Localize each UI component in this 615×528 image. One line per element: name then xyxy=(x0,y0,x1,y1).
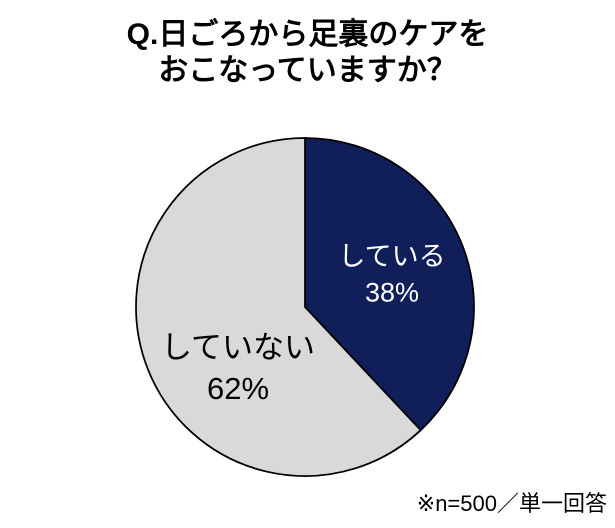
sample-size-note: ※n=500／単一回答 xyxy=(416,491,607,516)
chart-title: Q.日ごろから足裏のケアを おこなっていますか？ xyxy=(0,17,615,89)
slice-label-doing-text: している xyxy=(338,241,446,272)
slice-label-not-doing-value: 62% xyxy=(206,371,270,406)
slice-label-not-doing-text: していない xyxy=(160,330,316,366)
pie-slice-1 xyxy=(135,137,422,477)
pie-chart xyxy=(135,137,475,477)
chart-title-line1: Q.日ごろから足裏のケアを xyxy=(126,18,489,51)
pie-slice-0 xyxy=(304,137,475,432)
chart-title-line2: おこなっていますか？ xyxy=(158,54,457,87)
slice-label-doing-value: 38% xyxy=(364,277,420,307)
slice-label-not-doing: していない 62% xyxy=(161,328,315,410)
slice-label-doing: している 38% xyxy=(338,239,445,310)
